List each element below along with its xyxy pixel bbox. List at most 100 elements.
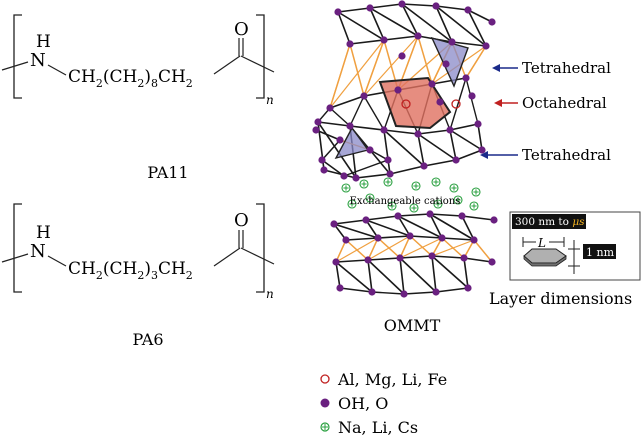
exchangeable-cation bbox=[450, 184, 458, 192]
oxygen-atom bbox=[336, 136, 343, 143]
oxygen-atom bbox=[336, 284, 343, 291]
pa11-n-subscript: n bbox=[266, 93, 274, 107]
bond bbox=[436, 288, 468, 292]
bond bbox=[384, 36, 418, 40]
tetrahedral-top-label: Tetrahedral bbox=[522, 59, 611, 77]
bond bbox=[378, 236, 410, 238]
oxygen-atom bbox=[366, 146, 373, 153]
oxygen-atom bbox=[442, 60, 449, 67]
oxygen-atom bbox=[428, 252, 435, 259]
bond bbox=[330, 44, 350, 108]
legend-label: Al, Mg, Li, Fe bbox=[337, 370, 447, 389]
bond bbox=[424, 160, 456, 166]
bond bbox=[430, 214, 462, 216]
oxygen-atom bbox=[380, 36, 387, 43]
bond bbox=[418, 134, 456, 160]
bond bbox=[398, 214, 430, 216]
pa6-hydrogen: H bbox=[36, 223, 51, 243]
bond bbox=[344, 160, 388, 176]
oxygen-atom bbox=[342, 236, 349, 243]
legend-item: OH, O bbox=[321, 394, 389, 413]
oxygen-atom bbox=[360, 92, 367, 99]
pa6-left-bracket bbox=[14, 204, 22, 292]
oxygen-atom bbox=[448, 38, 455, 45]
bond bbox=[442, 238, 474, 240]
oxygen-atom bbox=[464, 6, 471, 13]
bond bbox=[468, 10, 486, 46]
bond bbox=[402, 4, 436, 6]
exchangeable-cation bbox=[470, 202, 478, 210]
oxygen-atom bbox=[478, 146, 485, 153]
legend-label: OH, O bbox=[338, 394, 388, 413]
open-red-circle-icon bbox=[321, 375, 329, 383]
bond bbox=[474, 240, 492, 262]
oxygen-atom bbox=[352, 174, 359, 181]
legend-label: Na, Li, Cs bbox=[338, 418, 418, 437]
pa11-hydrogen: H bbox=[36, 32, 51, 52]
bond bbox=[384, 130, 418, 134]
filled-purple-circle-icon bbox=[321, 399, 330, 408]
oxygen-atom bbox=[426, 210, 433, 217]
thickness-label: 1 nm bbox=[586, 246, 615, 259]
octahedral-arrowhead bbox=[494, 99, 502, 107]
bond bbox=[456, 150, 482, 160]
oxygen-atom bbox=[332, 258, 339, 265]
bond bbox=[464, 258, 492, 262]
oxygen-atom bbox=[488, 18, 495, 25]
bond bbox=[370, 4, 402, 8]
oxygen-atom bbox=[490, 216, 497, 223]
bond bbox=[336, 262, 340, 288]
layer-dimensions-inset: 300 nm to μs L 1 nm Layer dimensions bbox=[489, 212, 640, 308]
exchangeable-cation bbox=[384, 178, 392, 186]
oxygen-atom bbox=[364, 256, 371, 263]
oxygen-atom bbox=[314, 118, 321, 125]
exchangeable-cation bbox=[412, 182, 420, 190]
oxygen-atom bbox=[346, 40, 353, 47]
exchangeable-cation bbox=[360, 180, 368, 188]
oxygen-atom bbox=[320, 166, 327, 173]
oxygen-atom bbox=[458, 212, 465, 219]
pa11-right-bracket bbox=[256, 15, 264, 98]
oxygen-atom bbox=[438, 234, 445, 241]
exchangeable-cation bbox=[472, 188, 480, 196]
bond bbox=[338, 8, 370, 12]
oxygen-atom bbox=[340, 172, 347, 179]
oxygen-atom bbox=[386, 170, 393, 177]
bond bbox=[400, 258, 436, 292]
bond bbox=[368, 258, 400, 260]
legend-item: Na, Li, Cs bbox=[321, 418, 418, 437]
bond bbox=[400, 258, 404, 294]
bond bbox=[350, 44, 364, 96]
bond bbox=[410, 236, 432, 256]
pa6-caption: PA6 bbox=[132, 330, 163, 349]
tetrahedral-bottom-label: Tetrahedral bbox=[522, 146, 611, 164]
exchangeable-cations-label: Exchangeable cations bbox=[350, 196, 461, 207]
oxygen-atom bbox=[420, 162, 427, 169]
oxygen-atom bbox=[468, 92, 475, 99]
pa11-structure: H N CH2(CH2)8CH2 O n PA11 bbox=[2, 15, 274, 182]
bond bbox=[334, 220, 366, 224]
oxygen-atom bbox=[482, 42, 489, 49]
oxygen-atom bbox=[396, 254, 403, 261]
bond bbox=[350, 40, 384, 44]
pa6-n-subscript: n bbox=[266, 287, 274, 301]
pa6-nitrogen: N bbox=[30, 241, 46, 262]
metal-cation-site bbox=[452, 100, 460, 108]
oxygen-atom bbox=[398, 0, 405, 7]
bond bbox=[466, 46, 486, 78]
oxygen-atom bbox=[368, 288, 375, 295]
oxygen-atom bbox=[406, 232, 413, 239]
oxygen-atom bbox=[394, 212, 401, 219]
bond bbox=[418, 36, 432, 84]
oxygen-atom bbox=[312, 126, 319, 133]
oxygen-atom bbox=[470, 236, 477, 243]
oxygen-atom bbox=[452, 156, 459, 163]
oxygen-atom bbox=[414, 130, 421, 137]
bond bbox=[390, 166, 424, 174]
bond bbox=[336, 260, 368, 262]
pa11-nitrogen: N bbox=[30, 50, 46, 71]
bond bbox=[478, 124, 482, 150]
ommt-structure: Exchangeable cations Tetrahedral Octahed… bbox=[312, 0, 611, 335]
bond bbox=[432, 240, 474, 256]
oxygen-atom bbox=[488, 258, 495, 265]
